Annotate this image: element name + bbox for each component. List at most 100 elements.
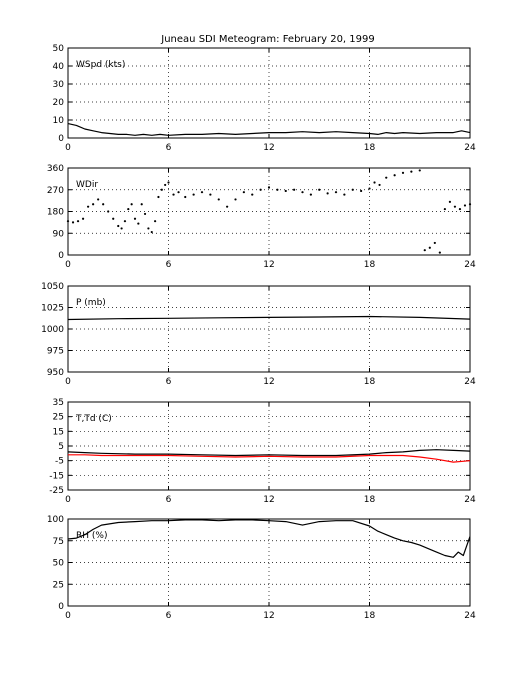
data-point [301,191,304,194]
data-point [172,193,175,196]
x-tick-label: 24 [464,143,476,153]
series-line-1 [67,315,471,321]
data-point [276,188,279,191]
x-tick-label: 6 [166,260,172,270]
data-point [242,191,245,194]
y-tick-label: -15 [49,471,64,481]
y-tick-label: 360 [47,164,64,174]
y-tick-label: 25 [53,580,64,590]
data-point [154,220,157,223]
data-point [326,192,329,195]
data-point [438,251,441,254]
data-point [418,169,421,172]
data-point [133,217,137,220]
x-tick-label: 0 [65,377,71,387]
data-point [130,203,133,206]
y-tick-label: 10 [53,116,65,126]
y-tick-label: -5 [55,457,64,467]
data-point [217,198,220,201]
data-point [360,189,363,193]
data-point [97,198,100,201]
data-point [76,220,80,223]
y-tick-label: -25 [49,486,64,496]
y-tick-label: 1050 [41,282,64,292]
data-point [147,227,150,230]
x-tick-label: 0 [65,260,71,270]
x-tick-label: 18 [364,611,376,621]
data-point [102,203,105,206]
panel-5: 0 6 12 18 24 0 25 50 75 100 RH (%) [47,515,476,621]
data-point [378,183,381,187]
y-tick-label: 50 [53,559,65,569]
x-tick-label: 12 [263,495,274,505]
data-point [309,193,312,196]
y-tick-label: 30 [53,80,65,90]
data-point [164,183,167,187]
data-point [401,171,405,174]
y-tick-label: 20 [53,98,65,108]
panel-label: P (mb) [76,298,106,308]
data-point [177,191,180,194]
panel-2: 0 6 12 18 24 0 90 180 270 360 WDir [47,164,476,270]
data-point [443,207,446,211]
data-point [123,220,127,223]
data-point [351,188,354,191]
y-tick-label: 0 [58,602,64,612]
panel-3: 0 6 12 18 24 950 975 1000 1025 1050 P (mb) [41,282,476,387]
data-point [200,191,204,194]
x-tick-label: 6 [166,377,172,387]
x-tick-label: 12 [263,611,274,621]
figure-title: Juneau SDI Meteogram: February 20, 1999 [160,34,374,45]
x-tick-label: 12 [263,143,274,153]
x-tick-label: 6 [166,611,172,621]
y-tick-label: 35 [53,398,64,408]
x-tick-label: 6 [166,495,172,505]
data-point [458,207,462,211]
y-tick-label: 270 [47,186,64,196]
data-point [453,205,457,208]
y-tick-label: 950 [47,368,64,378]
y-tick-label: 180 [47,208,64,218]
series-line-2 [68,454,471,463]
data-point [385,176,388,179]
series-1 [66,169,472,254]
data-point [259,188,262,191]
data-point [137,222,140,225]
series-line-1 [67,519,471,558]
data-point [368,187,371,190]
y-tick-label: 100 [47,515,64,525]
data-point [234,198,237,201]
panel-label: WSpd (kts) [76,60,125,70]
data-point [267,186,271,189]
y-tick-label: 40 [53,62,65,72]
data-point [318,188,321,191]
data-point [184,195,187,199]
x-tick-label: 18 [364,495,376,505]
x-tick-label: 12 [263,377,274,387]
data-point [284,189,287,193]
data-point [140,203,143,206]
panel-label: RH (%) [76,531,107,541]
x-tick-label: 0 [65,611,71,621]
data-point [87,205,90,208]
data-point [150,230,153,234]
y-tick-label: 0 [58,134,64,144]
panel-label: T,Td (C) [75,414,112,424]
data-point [81,217,85,220]
x-tick-label: 12 [263,260,274,270]
y-tick-label: 50 [53,44,65,54]
data-point [167,181,170,184]
data-point [428,246,431,249]
x-tick-label: 24 [464,377,476,387]
series-line-1 [67,123,471,136]
data-point [209,193,212,196]
y-tick-label: 15 [53,427,64,437]
y-tick-label: 975 [47,347,64,357]
x-tick-label: 24 [464,495,476,505]
data-point [226,205,229,208]
data-point [127,207,130,211]
data-point [117,224,120,228]
panel-label: WDir [76,180,98,190]
data-point [468,203,472,206]
